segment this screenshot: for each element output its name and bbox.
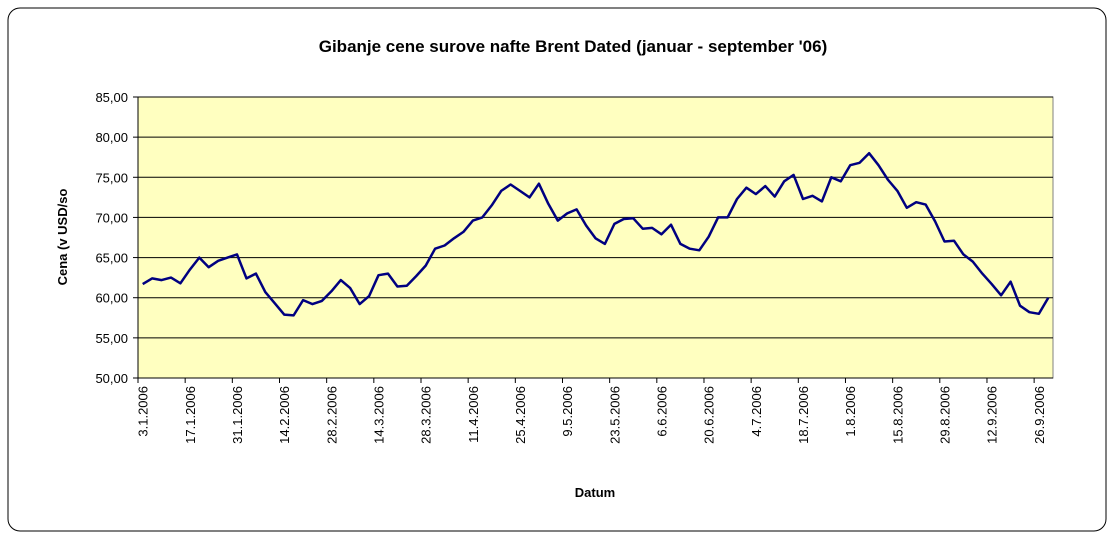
x-tick-label: 14.2.2006 — [277, 386, 292, 444]
x-tick-label: 6.6.2006 — [655, 386, 670, 437]
x-tick-label: 18.7.2006 — [796, 386, 811, 444]
x-tick-label: 29.8.2006 — [938, 386, 953, 444]
x-tick-label: 12.9.2006 — [985, 386, 1000, 444]
x-tick-label: 28.3.2006 — [419, 386, 434, 444]
y-tick-label: 75,00 — [95, 170, 128, 185]
y-tick-label: 65,00 — [95, 251, 128, 266]
y-tick-label: 55,00 — [95, 331, 128, 346]
x-tick-label: 17.1.2006 — [183, 386, 198, 444]
x-tick-label: 3.1.2006 — [136, 386, 151, 437]
y-tick-label: 85,00 — [95, 90, 128, 105]
x-tick-label: 28.2.2006 — [324, 386, 339, 444]
x-tick-label: 31.1.2006 — [230, 386, 245, 444]
x-tick-label: 15.8.2006 — [890, 386, 905, 444]
x-tick-label: 26.9.2006 — [1032, 386, 1047, 444]
x-tick-label: 11.4.2006 — [466, 386, 481, 443]
x-tick-label: 23.5.2006 — [607, 386, 622, 444]
y-tick-label: 50,00 — [95, 371, 128, 386]
data-line — [142, 151, 1050, 317]
y-tick-label: 80,00 — [95, 130, 128, 145]
x-tick-label: 20.6.2006 — [702, 386, 717, 444]
chart-title: Gibanje cene surove nafte Brent Dated (j… — [319, 37, 828, 56]
x-tick-label: 4.7.2006 — [749, 386, 764, 437]
y-axis-label: Cena (v USD/so — [55, 189, 70, 286]
y-tick-label: 70,00 — [95, 210, 128, 225]
x-axis-label: Datum — [575, 485, 615, 500]
x-tick-label: 1.8.2006 — [843, 386, 858, 437]
x-tick-label: 25.4.2006 — [513, 386, 528, 444]
x-tick-label: 9.5.2006 — [560, 386, 575, 437]
y-tick-label: 60,00 — [95, 291, 128, 306]
x-tick-label: 14.3.2006 — [372, 386, 387, 444]
